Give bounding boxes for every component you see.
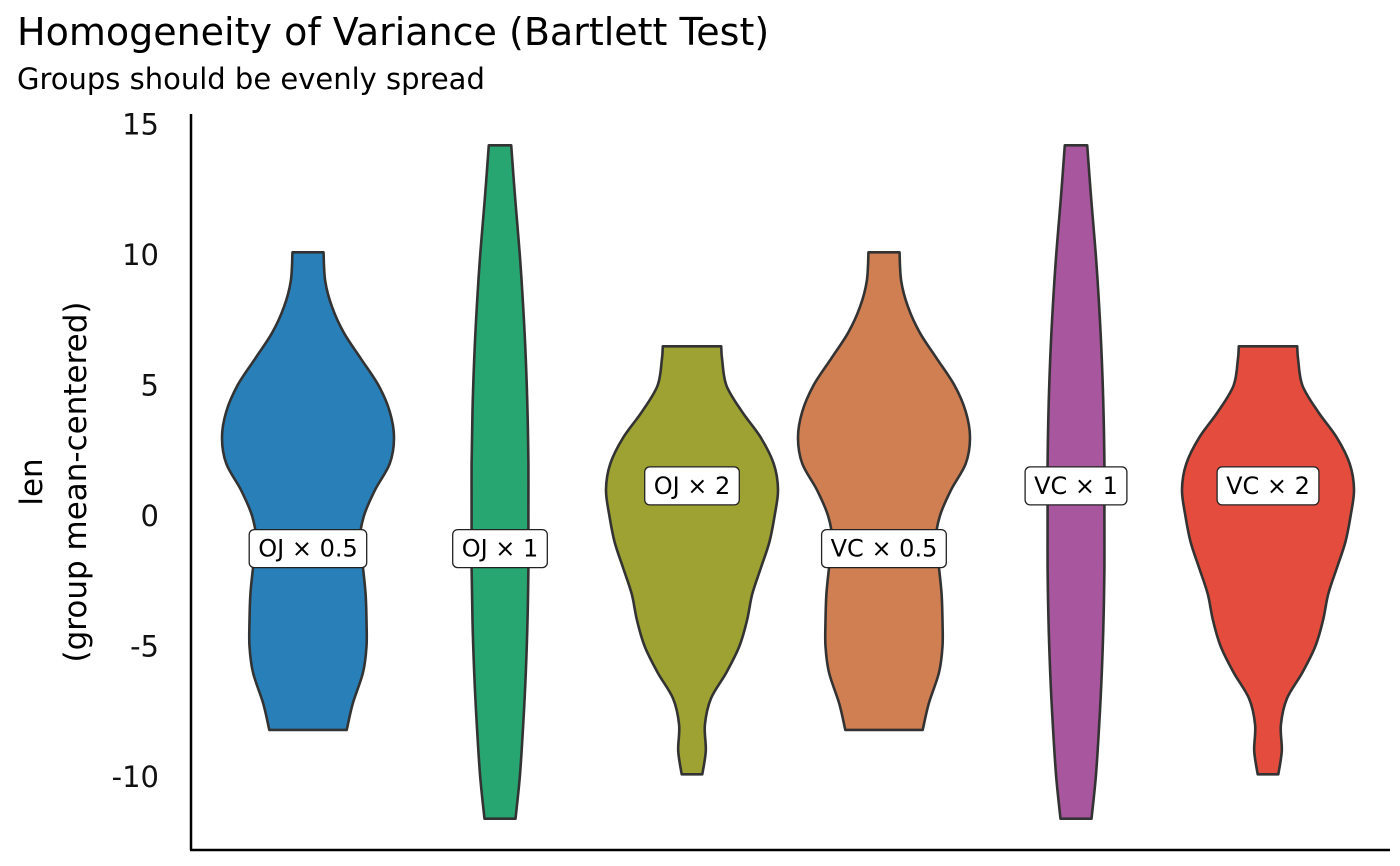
violin-oj-0.5 <box>220 251 396 732</box>
violin-oj-2 <box>604 345 780 776</box>
y-tick-label: 5 <box>141 368 159 402</box>
y-axis-ticks: -10 -5 0 5 10 15 <box>112 107 159 793</box>
group-label-box <box>1024 466 1128 506</box>
group-label-text: VC × 2 <box>1226 472 1310 500</box>
group-label-box <box>1216 466 1320 506</box>
violins <box>220 144 1356 820</box>
group-label-box <box>644 466 740 506</box>
y-axis-title-line-1: len <box>14 458 50 505</box>
group-label-text: OJ × 2 <box>654 472 731 500</box>
group-label: OJ × 2 <box>644 466 740 506</box>
group-label-box <box>452 528 548 569</box>
group-label: VC × 2 <box>1216 466 1320 506</box>
group-label-text: VC × 1 <box>1034 472 1118 500</box>
y-tick-label: 15 <box>122 107 159 141</box>
chart-title: Homogeneity of Variance (Bartlett Test) <box>17 10 770 54</box>
group-label: VC × 1 <box>1024 466 1128 506</box>
group-label-text: OJ × 1 <box>462 535 539 563</box>
y-tick-label: -5 <box>130 629 159 663</box>
y-axis-title: len (group mean-centered) <box>14 302 94 663</box>
y-tick-label: 10 <box>122 238 159 272</box>
group-label: OJ × 0.5 <box>248 528 368 569</box>
group-label-text: VC × 0.5 <box>831 535 938 563</box>
group-labels: OJ × 0.5 OJ × 1 OJ × 2 VC × 0.5 VC × 1 VC × 2 <box>248 466 1320 569</box>
y-axis-title-line-2: (group mean-centered) <box>58 302 94 663</box>
y-tick-label: 0 <box>141 499 159 533</box>
group-label-box <box>248 528 368 569</box>
group-label: OJ × 1 <box>452 528 548 569</box>
chart-subtitle: Groups should be evenly spread <box>17 62 485 96</box>
group-label: VC × 0.5 <box>820 528 947 569</box>
y-tick-label: -10 <box>112 760 159 794</box>
group-label-box <box>820 528 947 569</box>
group-label-text: OJ × 0.5 <box>258 535 358 563</box>
violin-vc-0.5 <box>796 251 972 732</box>
violin-vc-2 <box>1180 345 1356 776</box>
violin-oj-1 <box>470 144 530 820</box>
